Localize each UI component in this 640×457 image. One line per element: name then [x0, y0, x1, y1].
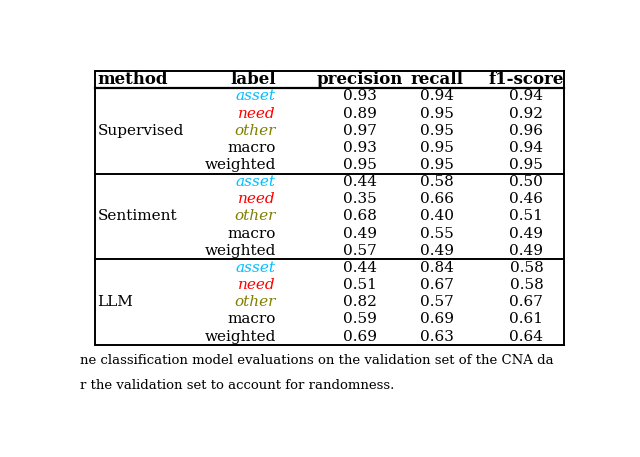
- Text: 0.84: 0.84: [420, 261, 454, 275]
- Text: weighted: weighted: [205, 244, 276, 258]
- Text: 0.63: 0.63: [420, 329, 454, 344]
- Text: 0.61: 0.61: [509, 313, 543, 326]
- Text: 0.51: 0.51: [343, 278, 377, 292]
- Text: need: need: [238, 278, 276, 292]
- Text: 0.57: 0.57: [420, 295, 454, 309]
- Text: 0.66: 0.66: [420, 192, 454, 206]
- Text: 0.51: 0.51: [509, 209, 543, 223]
- Text: label: label: [230, 71, 276, 88]
- Text: need: need: [238, 106, 276, 121]
- Text: asset: asset: [236, 175, 276, 189]
- Text: r the validation set to account for randomness.: r the validation set to account for rand…: [80, 379, 394, 392]
- Text: 0.40: 0.40: [420, 209, 454, 223]
- Text: other: other: [234, 209, 276, 223]
- Text: method: method: [97, 71, 168, 88]
- Text: 0.94: 0.94: [509, 141, 543, 155]
- Text: 0.92: 0.92: [509, 106, 543, 121]
- Text: 0.58: 0.58: [509, 278, 543, 292]
- Text: 0.35: 0.35: [344, 192, 377, 206]
- Text: 0.95: 0.95: [420, 106, 454, 121]
- Text: 0.94: 0.94: [509, 90, 543, 103]
- Text: 0.67: 0.67: [509, 295, 543, 309]
- Text: 0.95: 0.95: [420, 158, 454, 172]
- Text: other: other: [234, 295, 276, 309]
- Text: recall: recall: [411, 71, 463, 88]
- Text: precision: precision: [317, 71, 403, 88]
- Text: 0.95: 0.95: [509, 158, 543, 172]
- Text: 0.58: 0.58: [509, 261, 543, 275]
- Text: 0.82: 0.82: [343, 295, 377, 309]
- Text: 0.57: 0.57: [344, 244, 377, 258]
- Text: 0.96: 0.96: [509, 124, 543, 138]
- Text: need: need: [238, 192, 276, 206]
- Text: 0.50: 0.50: [509, 175, 543, 189]
- Text: 0.49: 0.49: [509, 227, 543, 241]
- Text: 0.44: 0.44: [343, 261, 377, 275]
- Text: Sentiment: Sentiment: [97, 209, 177, 223]
- Text: 0.69: 0.69: [343, 329, 377, 344]
- Text: 0.93: 0.93: [343, 141, 377, 155]
- Text: 0.64: 0.64: [509, 329, 543, 344]
- Text: 0.49: 0.49: [343, 227, 377, 241]
- Text: 0.67: 0.67: [420, 278, 454, 292]
- Text: 0.95: 0.95: [343, 158, 377, 172]
- Text: 0.69: 0.69: [420, 313, 454, 326]
- Text: 0.58: 0.58: [420, 175, 454, 189]
- Text: 0.93: 0.93: [343, 90, 377, 103]
- Text: 0.59: 0.59: [343, 313, 377, 326]
- Text: 0.94: 0.94: [420, 90, 454, 103]
- Text: weighted: weighted: [205, 329, 276, 344]
- Text: 0.95: 0.95: [420, 141, 454, 155]
- Text: other: other: [234, 124, 276, 138]
- Text: asset: asset: [236, 90, 276, 103]
- Text: macro: macro: [228, 141, 276, 155]
- Text: Supervised: Supervised: [97, 124, 184, 138]
- Text: ne classification model evaluations on the validation set of the CNA da: ne classification model evaluations on t…: [80, 354, 554, 367]
- Text: 0.89: 0.89: [343, 106, 377, 121]
- Text: 0.46: 0.46: [509, 192, 543, 206]
- Text: 0.49: 0.49: [509, 244, 543, 258]
- Text: 0.68: 0.68: [343, 209, 377, 223]
- Text: macro: macro: [228, 227, 276, 241]
- Text: 0.49: 0.49: [420, 244, 454, 258]
- Text: macro: macro: [228, 313, 276, 326]
- Text: 0.55: 0.55: [420, 227, 454, 241]
- Text: weighted: weighted: [205, 158, 276, 172]
- Text: 0.97: 0.97: [343, 124, 377, 138]
- Text: 0.95: 0.95: [420, 124, 454, 138]
- Text: asset: asset: [236, 261, 276, 275]
- Text: f1-score: f1-score: [489, 71, 564, 88]
- Text: LLM: LLM: [97, 295, 133, 309]
- Text: 0.44: 0.44: [343, 175, 377, 189]
